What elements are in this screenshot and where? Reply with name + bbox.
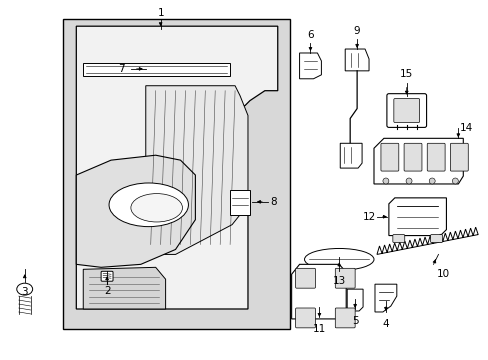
Text: 10: 10 xyxy=(436,269,449,279)
Ellipse shape xyxy=(304,248,373,270)
FancyBboxPatch shape xyxy=(429,235,442,243)
Text: 12: 12 xyxy=(362,212,375,222)
FancyBboxPatch shape xyxy=(386,94,426,127)
Circle shape xyxy=(382,178,388,184)
Polygon shape xyxy=(388,198,446,235)
FancyBboxPatch shape xyxy=(449,143,468,171)
Circle shape xyxy=(451,178,457,184)
FancyBboxPatch shape xyxy=(101,271,113,281)
Polygon shape xyxy=(374,284,396,312)
Text: 2: 2 xyxy=(103,286,110,296)
Text: 7: 7 xyxy=(118,64,124,74)
Polygon shape xyxy=(345,49,368,71)
Text: 15: 15 xyxy=(399,69,412,79)
Ellipse shape xyxy=(131,194,182,222)
Circle shape xyxy=(428,178,434,184)
Ellipse shape xyxy=(109,183,188,227)
Polygon shape xyxy=(76,26,277,309)
Polygon shape xyxy=(76,155,195,267)
Polygon shape xyxy=(299,53,321,79)
Text: 5: 5 xyxy=(351,316,358,326)
Polygon shape xyxy=(83,63,230,76)
Polygon shape xyxy=(373,138,462,184)
Text: 8: 8 xyxy=(270,197,277,207)
Text: 4: 4 xyxy=(382,319,388,329)
Text: 3: 3 xyxy=(21,287,28,297)
FancyBboxPatch shape xyxy=(335,308,354,328)
Polygon shape xyxy=(83,267,165,309)
Polygon shape xyxy=(63,19,289,329)
Text: 1: 1 xyxy=(157,8,163,18)
Text: 13: 13 xyxy=(332,276,345,286)
Polygon shape xyxy=(291,264,346,319)
Ellipse shape xyxy=(17,283,33,295)
FancyBboxPatch shape xyxy=(335,268,354,288)
Text: 6: 6 xyxy=(306,30,313,40)
FancyBboxPatch shape xyxy=(403,143,421,171)
Text: 11: 11 xyxy=(312,324,325,334)
Polygon shape xyxy=(340,143,361,168)
Text: 9: 9 xyxy=(353,26,360,36)
FancyBboxPatch shape xyxy=(427,143,444,171)
FancyBboxPatch shape xyxy=(295,268,315,288)
Polygon shape xyxy=(145,86,247,255)
FancyBboxPatch shape xyxy=(392,235,404,243)
FancyBboxPatch shape xyxy=(295,308,315,328)
Polygon shape xyxy=(346,289,362,311)
FancyBboxPatch shape xyxy=(230,190,249,215)
FancyBboxPatch shape xyxy=(380,143,398,171)
Polygon shape xyxy=(376,227,477,255)
Circle shape xyxy=(405,178,411,184)
Text: 14: 14 xyxy=(459,123,472,134)
FancyBboxPatch shape xyxy=(393,99,419,122)
